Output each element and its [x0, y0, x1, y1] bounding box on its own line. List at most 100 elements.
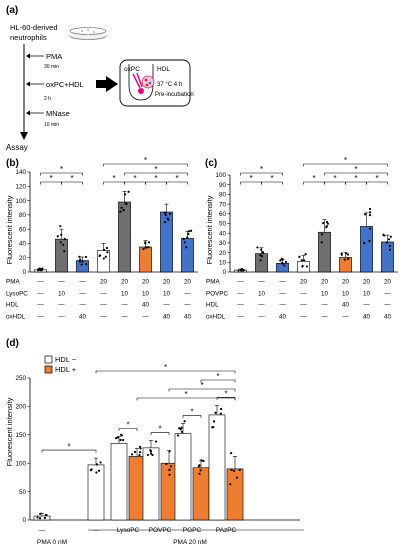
data-point [383, 234, 386, 237]
significance-star: * [133, 174, 136, 183]
data-point [60, 233, 63, 236]
significance-star: * [200, 381, 203, 390]
row-label: oxHDL [206, 313, 226, 320]
data-point [106, 251, 109, 254]
data-point [301, 264, 304, 268]
data-point [368, 207, 372, 211]
table-cell: 40 [384, 313, 392, 320]
table-cell: 40 [184, 313, 192, 320]
data-point [85, 262, 88, 266]
data-point [187, 232, 190, 236]
table-cell: — [142, 313, 149, 320]
data-point [168, 450, 171, 453]
panel-b-label: (b) [6, 158, 19, 169]
data-point [256, 246, 259, 249]
data-point [298, 255, 301, 258]
panel-c-label: (c) [205, 158, 217, 169]
data-point [322, 222, 325, 225]
y-tick-label: 80 [219, 192, 227, 199]
significance-star: * [70, 174, 73, 183]
table-cell: — [100, 313, 107, 320]
data-point [36, 516, 39, 519]
bar [381, 241, 394, 273]
significance-star: * [144, 156, 147, 165]
data-point [104, 255, 107, 258]
table-cell: — [121, 301, 128, 308]
data-point [237, 269, 240, 272]
significance-star: * [154, 165, 157, 174]
data-point [303, 259, 306, 262]
data-point [41, 267, 44, 270]
data-point [347, 257, 350, 260]
data-point [95, 463, 99, 466]
data-point [320, 241, 323, 244]
group-label: LysoPC [117, 527, 140, 534]
bar [208, 414, 226, 521]
data-point [39, 512, 42, 515]
bar [139, 246, 152, 273]
table-cell: 40 [363, 313, 371, 320]
data-point [168, 212, 172, 216]
panel-a-label: (a) [6, 5, 18, 16]
data-point [122, 438, 125, 442]
table-cell: 20 [363, 278, 371, 285]
data-point [326, 222, 330, 225]
data-point [44, 514, 47, 517]
data-point [280, 257, 284, 260]
data-point [89, 469, 92, 472]
data-point [146, 453, 150, 457]
y-tick-label: 40 [19, 241, 27, 248]
time-10min: 10 min [44, 122, 59, 128]
hdl-label: HDL [157, 66, 170, 73]
table-cell: — [37, 290, 44, 297]
significance-star: * [344, 156, 347, 165]
significance-star: * [164, 363, 167, 372]
significance-star: * [112, 174, 115, 183]
table-cell: 10 [142, 290, 150, 297]
data-point [369, 227, 372, 230]
data-point [139, 451, 142, 454]
data-point [165, 462, 168, 466]
y-tick-label: 0 [22, 269, 26, 276]
table-cell: — [279, 301, 286, 308]
table-cell: — [184, 290, 191, 297]
table-cell: 10 [363, 290, 371, 297]
data-point [199, 469, 202, 472]
group-label: — [39, 527, 46, 534]
bar [55, 238, 68, 273]
data-point [178, 427, 181, 430]
y-tick-label: 70 [219, 201, 227, 208]
bar [318, 231, 331, 273]
table-cell: 20 [300, 278, 308, 285]
table-cell: — [300, 301, 307, 308]
table-cell: — [37, 278, 44, 285]
table-cell: 20 [342, 278, 350, 285]
data-point [133, 450, 137, 454]
table-cell: 20 [100, 278, 108, 285]
data-point [120, 206, 123, 209]
data-point [119, 438, 122, 442]
data-point [99, 461, 102, 464]
table-cell: 40 [142, 301, 150, 308]
table-cell: — [58, 278, 65, 285]
culture-dish-icon [69, 27, 107, 40]
data-point [138, 454, 141, 457]
table-cell: 20 [142, 278, 150, 285]
bottom-label-pma20: PMA 20 nM [173, 539, 207, 546]
data-point [260, 248, 263, 251]
data-point [259, 254, 262, 257]
table-cell: — [321, 301, 328, 308]
legend-label-hdl-minus: HDL − [55, 355, 77, 364]
data-point [232, 469, 236, 472]
data-point [284, 260, 287, 264]
oxpc-arrowhead [26, 81, 30, 87]
table-cell: 40 [342, 301, 350, 308]
table-cell: — [79, 301, 86, 308]
legend-label-hdl-plus: HDL + [55, 365, 77, 374]
table-cell: — [58, 313, 65, 320]
data-point [80, 263, 83, 266]
row-label: oxHDL [6, 313, 26, 320]
data-point [122, 209, 125, 212]
data-point [142, 247, 145, 251]
table-cell: 10 [342, 290, 350, 297]
